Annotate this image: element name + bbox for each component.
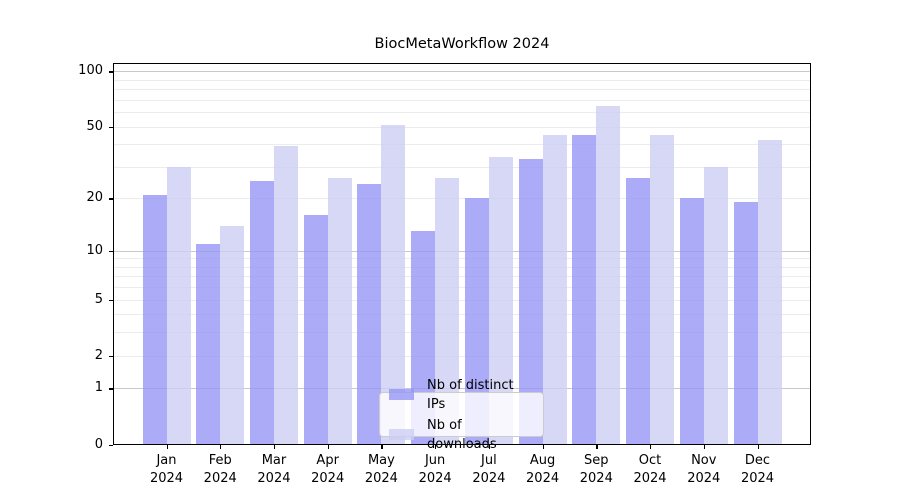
bar-downloads-dec: [757, 140, 782, 445]
x-tick: [650, 444, 652, 449]
y-tick: [109, 388, 113, 390]
bar-distinct-ips-jan: [142, 194, 167, 445]
bar-distinct-ips-dec: [733, 202, 758, 445]
gridline-minor: [113, 89, 811, 91]
x-tick: [703, 444, 705, 449]
legend-item-distinct-ips: Nb of distinct IPs: [389, 376, 534, 414]
x-tick: [542, 444, 544, 449]
x-tick-label: Nov 2024: [687, 453, 721, 486]
bar-distinct-ips-apr: [303, 215, 328, 445]
legend-swatch-distinct-ips: [389, 389, 414, 400]
plot-border: [113, 63, 811, 445]
bar-distinct-ips-feb: [196, 243, 221, 445]
chart-title: BiocMetaWorkflow 2024: [374, 36, 550, 52]
bar-distinct-ips-mar: [249, 181, 274, 445]
y-tick: [109, 299, 113, 301]
gridline-minor: [113, 126, 811, 128]
x-tick: [488, 444, 491, 449]
bar-downloads-nov: [703, 166, 728, 445]
y-tick-label: 10: [86, 242, 103, 258]
y-tick-label: 2: [94, 347, 103, 363]
x-tick-label: Feb 2024: [203, 453, 237, 486]
gridline-minor: [113, 287, 811, 289]
gridline-minor: [113, 79, 811, 81]
y-tick: [109, 355, 113, 357]
y-tick: [109, 126, 113, 128]
y-tick: [109, 250, 113, 252]
y-tick-label: 20: [86, 190, 103, 206]
x-tick: [220, 444, 222, 449]
legend-item-downloads: Nb of downloads: [389, 416, 534, 454]
x-tick-label: Jul 2024: [472, 453, 506, 486]
x-tick-label: Dec 2024: [740, 453, 775, 486]
gridline-minor: [113, 112, 811, 114]
x-tick: [327, 444, 329, 449]
gridline-minor: [113, 299, 811, 301]
gridline-minor: [113, 144, 811, 146]
x-tick-label: Jun 2024: [418, 453, 452, 486]
gridline-major: [113, 388, 811, 390]
bar-downloads-sep: [596, 105, 621, 445]
bar-downloads-mar: [273, 146, 298, 445]
bar-downloads-apr: [327, 178, 352, 445]
gridline-minor: [113, 99, 811, 101]
y-tick: [109, 444, 113, 446]
y-tick-label: 50: [86, 118, 103, 134]
x-tick-label: May 2024: [364, 453, 398, 486]
x-tick: [273, 444, 276, 449]
y-tick-label: 100: [78, 63, 103, 79]
y-tick-label: 0: [94, 436, 103, 452]
x-tick: [381, 444, 383, 449]
gridline-minor: [113, 198, 811, 200]
x-tick: [435, 444, 437, 449]
y-tick: [109, 198, 113, 200]
x-tick-label: Oct 2024: [633, 453, 667, 486]
gridline-minor: [113, 266, 811, 268]
legend-label-distinct-ips: Nb of distinct IPs: [427, 377, 514, 412]
x-tick: [596, 444, 598, 449]
gridline-minor: [113, 355, 811, 357]
legend-swatch-downloads: [389, 429, 414, 440]
x-tick-label: Sep 2024: [579, 453, 613, 486]
x-tick-label: Aug 2024: [526, 453, 560, 486]
gridline-minor: [113, 332, 811, 334]
bar-downloads-aug: [542, 134, 567, 445]
bar-downloads-oct: [650, 134, 675, 445]
legend: Nb of distinct IPs Nb of downloads: [379, 378, 544, 452]
gridline-minor: [113, 276, 811, 278]
y-tick-label: 5: [94, 291, 103, 307]
x-tick-label: Apr 2024: [311, 453, 345, 486]
x-tick: [757, 444, 759, 449]
bar-distinct-ips-nov: [679, 198, 704, 445]
legend-label-downloads: Nb of downloads: [427, 417, 497, 452]
x-tick-label: Mar 2024: [257, 453, 291, 486]
x-tick-label: Jan 2024: [149, 453, 184, 486]
y-tick-label: 1: [94, 380, 103, 396]
gridline-minor: [113, 166, 811, 168]
gridline-major: [113, 71, 811, 73]
bar-distinct-ips-sep: [572, 134, 597, 445]
y-tick: [109, 71, 113, 73]
bar-distinct-ips-oct: [626, 178, 651, 445]
gridline-major: [113, 250, 811, 252]
bar-distinct-ips-may: [357, 184, 382, 445]
bar-downloads-feb: [220, 225, 245, 445]
bar-downloads-jan: [166, 166, 191, 445]
gridline-minor: [113, 258, 811, 260]
x-tick: [166, 444, 168, 449]
gridline-minor: [113, 314, 811, 316]
